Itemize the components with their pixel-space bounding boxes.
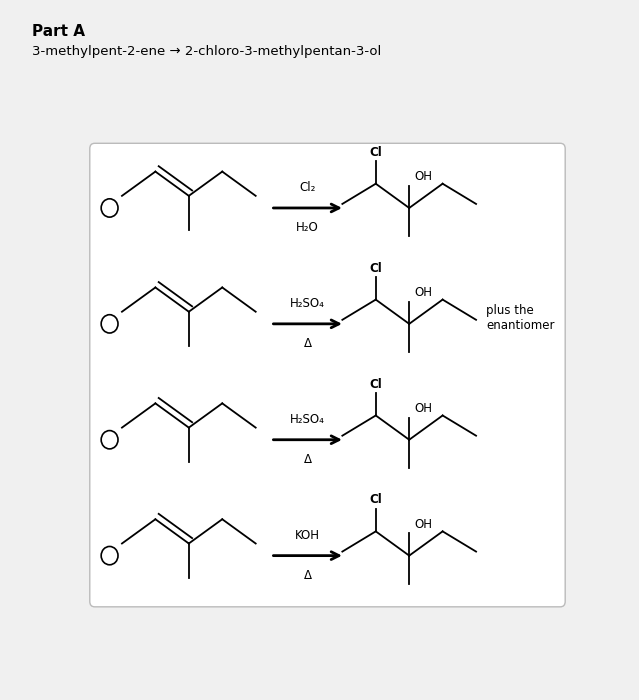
Text: OH: OH xyxy=(415,286,433,299)
Text: Cl: Cl xyxy=(369,494,382,506)
Text: OH: OH xyxy=(415,170,433,183)
Text: Cl: Cl xyxy=(369,262,382,274)
Text: Cl: Cl xyxy=(369,377,382,391)
Text: Cl: Cl xyxy=(369,146,382,159)
Text: H₂SO₄: H₂SO₄ xyxy=(290,413,325,426)
Text: 3-methylpent-2-ene → 2-chloro-3-methylpentan-3-ol: 3-methylpent-2-ene → 2-chloro-3-methylpe… xyxy=(32,46,381,59)
Text: Δ: Δ xyxy=(304,569,312,582)
Text: Cl₂: Cl₂ xyxy=(300,181,316,195)
Text: OH: OH xyxy=(415,402,433,415)
Text: Δ: Δ xyxy=(304,453,312,466)
Text: H₂O: H₂O xyxy=(296,221,319,234)
FancyBboxPatch shape xyxy=(89,144,566,607)
Text: OH: OH xyxy=(415,518,433,531)
Text: plus the
enantiomer: plus the enantiomer xyxy=(486,304,555,332)
Text: Δ: Δ xyxy=(304,337,312,350)
Text: H₂SO₄: H₂SO₄ xyxy=(290,298,325,310)
Text: Part A: Part A xyxy=(32,25,85,39)
Text: KOH: KOH xyxy=(295,529,320,542)
